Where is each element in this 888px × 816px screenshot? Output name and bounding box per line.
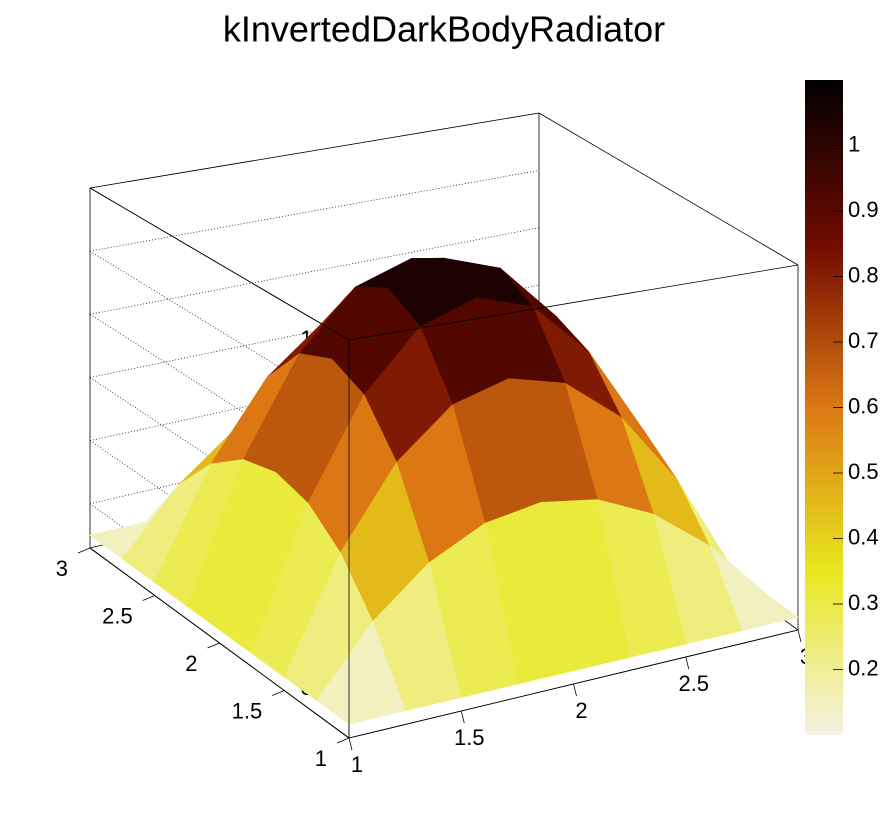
x-tick-label: 1.5 — [454, 725, 485, 750]
y-tick — [336, 737, 350, 744]
box-edge — [89, 187, 350, 341]
chart-title: kInvertedDarkBodyRadiator — [223, 9, 665, 50]
colorbar-tick-label: 0.7 — [848, 328, 879, 353]
x-tick — [685, 656, 690, 670]
x-tick — [460, 710, 465, 724]
colorbar-tick-label: 0.6 — [848, 393, 879, 418]
y-tick-label: 1 — [315, 746, 327, 771]
y-tick — [142, 595, 155, 601]
grid-line — [89, 170, 540, 252]
colorbar-tick-label: 0.4 — [848, 524, 879, 549]
colorbar-tick-label: 0.9 — [848, 197, 879, 222]
box-edge — [348, 264, 799, 341]
y-tick — [77, 547, 91, 554]
colorbar-tick-label: 0.5 — [848, 459, 879, 484]
x-tick — [797, 629, 802, 643]
grid-line — [89, 227, 540, 315]
grid-line — [89, 377, 350, 550]
colorbar-tick-label: 1 — [848, 131, 860, 156]
x-tick — [348, 737, 353, 751]
y-tick-label: 3 — [56, 556, 68, 581]
y-tick-label: 1.5 — [232, 698, 263, 723]
colorbar-tick-label: 0.3 — [848, 590, 879, 615]
x-tick-label: 2.5 — [678, 671, 709, 696]
y-tick-label: 2 — [185, 651, 197, 676]
grid-line — [89, 112, 540, 189]
y-tick-label: 2.5 — [102, 603, 133, 628]
colorbar-tick-label: 0.8 — [848, 262, 879, 287]
colorbar-tick-label: 0.2 — [848, 655, 879, 680]
surface-cell — [316, 620, 406, 725]
x-tick-label: 1 — [351, 752, 363, 777]
grid-line — [89, 314, 350, 480]
y-tick — [207, 642, 220, 649]
x-tick-label: 2 — [575, 698, 587, 723]
box-edge — [538, 112, 799, 266]
y-tick — [272, 690, 285, 696]
x-tick — [573, 683, 577, 697]
